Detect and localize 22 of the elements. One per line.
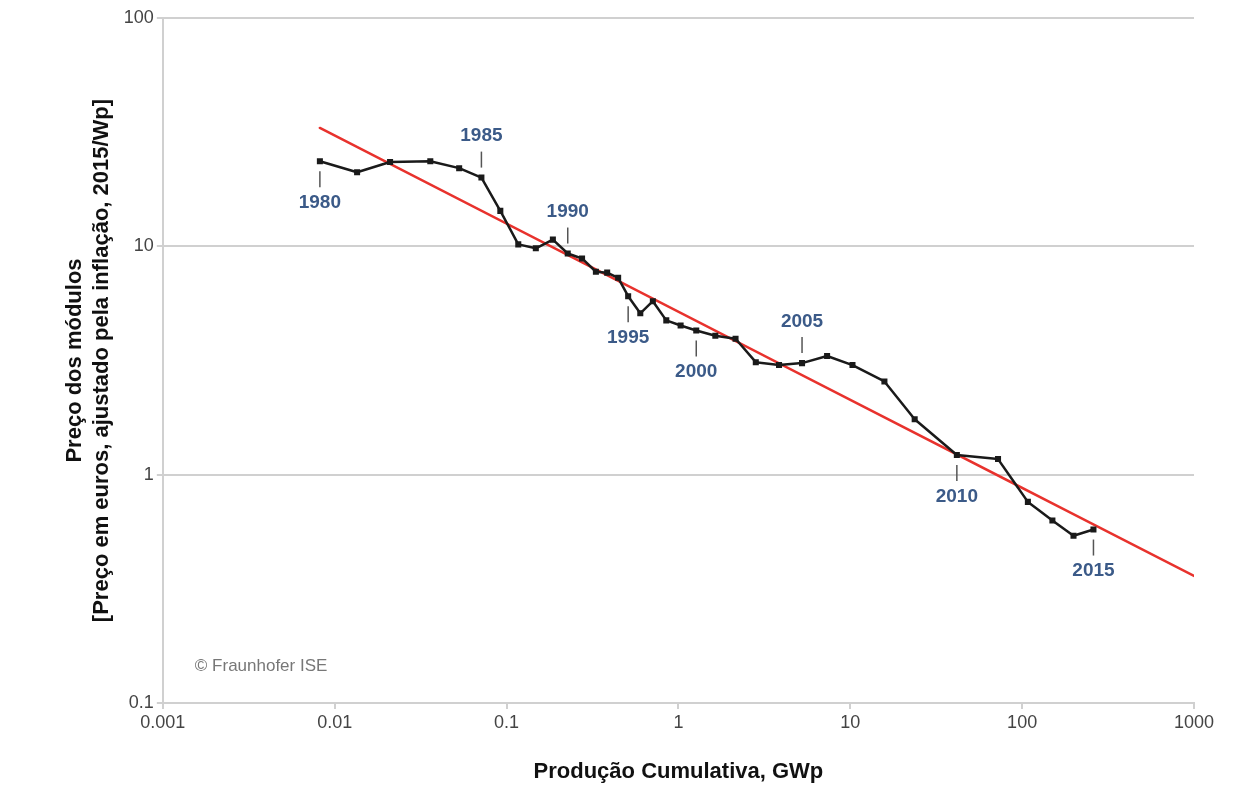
x-tick-label: 0.001 xyxy=(140,711,186,732)
y-tick-label: 10 xyxy=(133,235,154,256)
y-axis-title: Preço dos módulos [Preço em euros, ajustado pela inflação, 2015/Wp] xyxy=(61,98,113,623)
annotation: 2015 xyxy=(1072,559,1116,581)
x-tick-label: 100 xyxy=(1007,711,1038,732)
annotation: 2010 xyxy=(935,484,978,506)
annotation: 2000 xyxy=(675,360,718,382)
annotation: 2005 xyxy=(780,309,824,331)
x-tick-label: 10 xyxy=(840,711,861,732)
annotation: 1990 xyxy=(546,200,589,222)
x-axis-title: Produção Cumulativa, GWp xyxy=(533,757,824,783)
annotation: 1985 xyxy=(460,124,503,146)
x-tick-label: 0.1 xyxy=(494,711,520,732)
annotation: © Fraunhofer ISE xyxy=(194,656,328,675)
y-tick-label: 1 xyxy=(143,463,154,484)
x-tick-label: 1 xyxy=(673,711,684,732)
y-tick-label: 0.1 xyxy=(128,691,154,712)
y-tick-label: 100 xyxy=(123,6,154,27)
x-tick-label: 0.01 xyxy=(317,711,353,732)
annotation: 1980 xyxy=(298,190,342,212)
annotation: 1995 xyxy=(607,325,650,347)
x-tick-label: 1000 xyxy=(1173,711,1215,732)
